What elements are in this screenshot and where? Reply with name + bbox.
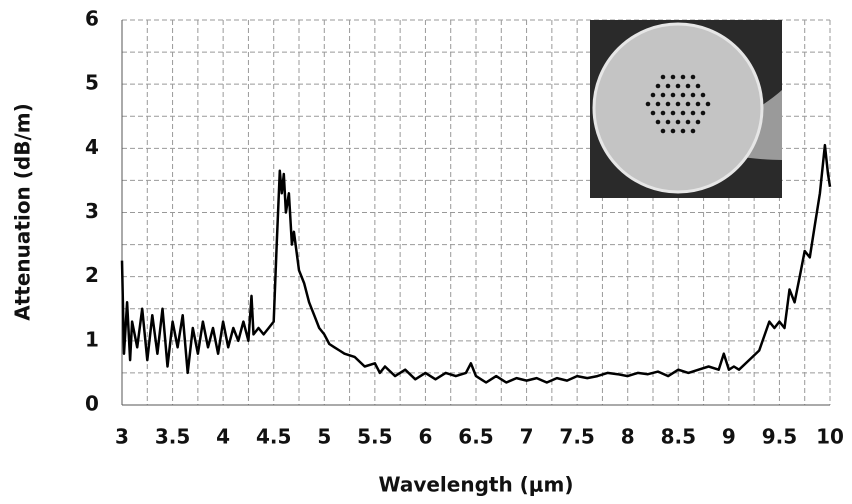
inset-hole [690, 110, 696, 116]
inset-hole [675, 119, 681, 125]
x-tick-label: 7 [520, 425, 534, 449]
y-axis-label: Attenuation (dB/m) [11, 103, 35, 320]
x-tick-label: 3 [115, 425, 129, 449]
x-tick-label: 9 [722, 425, 736, 449]
inset-hole [660, 128, 666, 134]
y-tick-label: 2 [85, 263, 99, 287]
inset-hole [670, 74, 676, 80]
inset-hole [655, 119, 661, 125]
inset-hole [660, 110, 666, 116]
inset-hole [685, 101, 691, 107]
x-tick-label: 8 [621, 425, 635, 449]
inset-hole [695, 83, 701, 89]
inset-hole [700, 110, 706, 116]
inset-hole [670, 110, 676, 116]
inset-hole [695, 119, 701, 125]
x-tick-label: 5.5 [357, 425, 392, 449]
inset-hole [685, 83, 691, 89]
inset-fiber [592, 22, 764, 194]
x-tick-label: 4.5 [256, 425, 291, 449]
x-tick-label: 5 [317, 425, 331, 449]
inset-hole [665, 119, 671, 125]
data-line [120, 143, 832, 384]
x-tick-label: 4 [216, 425, 230, 449]
inset-hole [690, 92, 696, 98]
y-tick-label: 3 [85, 199, 99, 223]
y-tick-label: 4 [85, 135, 99, 159]
inset-hole [670, 128, 676, 134]
inset-hole [665, 101, 671, 107]
inset-hole [660, 74, 666, 80]
inset-hole [645, 101, 651, 107]
inset-hole [650, 110, 656, 116]
inset-hole [655, 101, 661, 107]
inset-hole [660, 92, 666, 98]
x-tick-label: 7.5 [559, 425, 594, 449]
y-tick-label: 1 [85, 327, 99, 351]
x-tick-label: 6.5 [458, 425, 493, 449]
x-tick-label: 8.5 [661, 425, 696, 449]
inset-hole [680, 74, 686, 80]
x-tick-label: 10 [816, 425, 844, 449]
inset-hole [680, 128, 686, 134]
x-tick-label: 6 [418, 425, 432, 449]
inset-hole [705, 101, 711, 107]
inset-hole [690, 128, 696, 134]
x-tick-label: 9.5 [762, 425, 797, 449]
inset-hole [685, 119, 691, 125]
x-tick-label: 3.5 [155, 425, 190, 449]
x-axis-label: Wavelength (μm) [378, 473, 573, 497]
inset-hole [690, 74, 696, 80]
inset-hole [680, 110, 686, 116]
inset-hole [700, 92, 706, 98]
inset-hole [670, 92, 676, 98]
y-tick-label: 0 [85, 392, 99, 416]
inset-image [590, 20, 782, 198]
inset-hole [675, 101, 681, 107]
inset-hole [650, 92, 656, 98]
y-tick-label: 5 [85, 71, 99, 95]
inset-hole [680, 92, 686, 98]
inset-hole [665, 83, 671, 89]
y-tick-label: 6 [85, 7, 99, 31]
inset-hole [655, 83, 661, 89]
inset-hole [695, 101, 701, 107]
inset-hole [675, 83, 681, 89]
